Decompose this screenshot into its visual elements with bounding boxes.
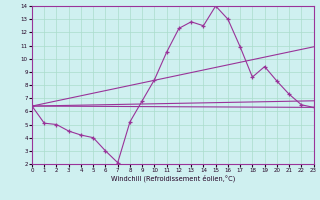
X-axis label: Windchill (Refroidissement éolien,°C): Windchill (Refroidissement éolien,°C) [111, 175, 235, 182]
